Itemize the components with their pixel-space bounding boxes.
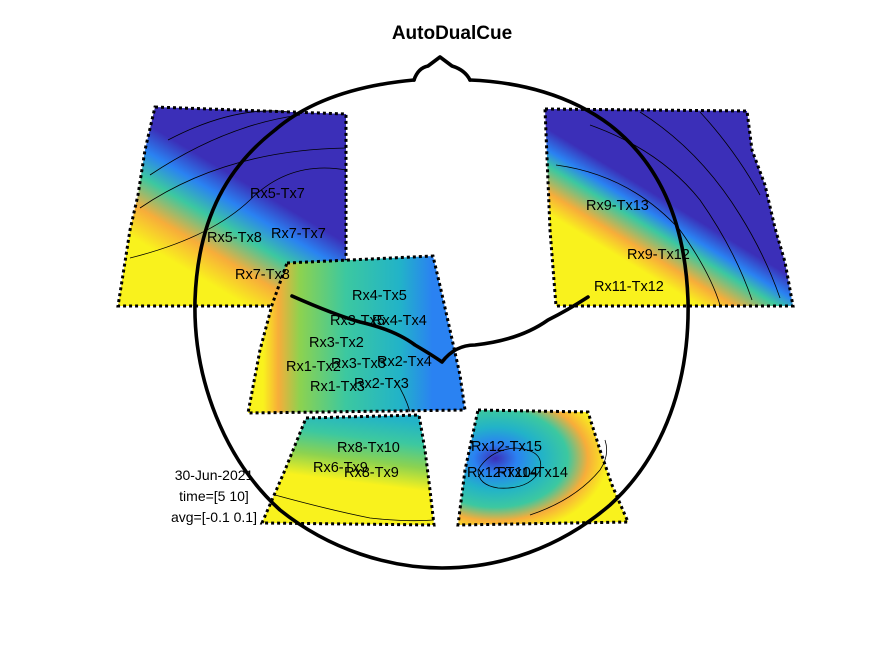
channel-label: Rx1-Tx3	[310, 379, 365, 395]
channel-label: Rx1-Tx2	[286, 359, 341, 375]
channel-label: Rx12-Tx14	[467, 465, 538, 481]
channel-label: Rx9-Tx12	[627, 247, 690, 263]
channel-label: Rx4-Tx5	[352, 288, 407, 304]
channel-label: Rx7-Tx7	[271, 226, 326, 242]
channel-label: Rx2-Tx3	[354, 376, 409, 392]
contour-line	[274, 494, 435, 522]
occipital-right-outline	[456, 408, 631, 527]
central-outline	[246, 254, 467, 415]
occipital-left-patch	[259, 413, 436, 527]
occipital-right-patch	[456, 408, 631, 527]
channel-label: Rx3-Tx5	[330, 313, 385, 329]
channel-label: Rx11-Tx12	[594, 279, 664, 295]
head-outline	[193, 78, 690, 570]
channel-labels: Rx5-Tx7 Rx5-Tx8 Rx7-Tx7 Rx7-Tx8 Rx9-Tx13…	[207, 186, 690, 481]
contour-line	[639, 111, 781, 299]
channel-label: Rx5-Tx7	[250, 186, 305, 202]
channel-label: Rx10-Tx14	[497, 465, 568, 481]
figure-title: AutoDualCue	[392, 23, 512, 44]
contour-line	[477, 447, 542, 489]
contour-line	[529, 439, 608, 516]
contour-line	[139, 147, 347, 209]
channel-label: Rx9-Tx13	[586, 198, 649, 214]
contour-line	[699, 111, 761, 196]
info-time: time=[5 10]	[179, 488, 249, 504]
frontal-left-patch	[116, 105, 348, 308]
central-heatmap	[248, 256, 465, 413]
nose-outline	[412, 55, 472, 82]
channel-label: Rx12-Tx15	[471, 439, 542, 455]
channel-label: Rx5-Tx8	[207, 230, 262, 246]
frontal-left-outline	[116, 105, 348, 308]
channel-label: Rx7-Tx8	[235, 267, 290, 283]
central-sulcus-line	[290, 294, 590, 364]
channel-label: Rx4-Tx4	[372, 313, 427, 329]
channel-label: Rx8-Tx9	[344, 465, 399, 481]
info-avg: avg=[-0.1 0.1]	[171, 509, 257, 525]
contour-line	[129, 167, 347, 259]
central-patch	[246, 254, 467, 415]
occipital-right-heatmap	[458, 410, 628, 525]
contour-line	[149, 114, 301, 176]
occipital-left-outline	[259, 413, 436, 527]
contour-line	[394, 379, 411, 413]
frontal-left-heatmap	[118, 107, 346, 306]
info-block: 30-Jun-2021 time=[5 10] avg=[-0.1 0.1]	[171, 467, 257, 525]
occipital-left-heatmap	[262, 415, 434, 525]
channel-label: Rx3-Tx2	[309, 335, 364, 351]
info-date: 30-Jun-2021	[175, 467, 254, 483]
channel-label: Rx3-Tx3	[331, 356, 386, 372]
channel-label: Rx6-Tx9	[313, 460, 368, 476]
channel-label: Rx2-Tx4	[377, 354, 432, 370]
channel-label: Rx8-Tx10	[337, 440, 400, 456]
frontal-right-outline	[543, 107, 795, 308]
